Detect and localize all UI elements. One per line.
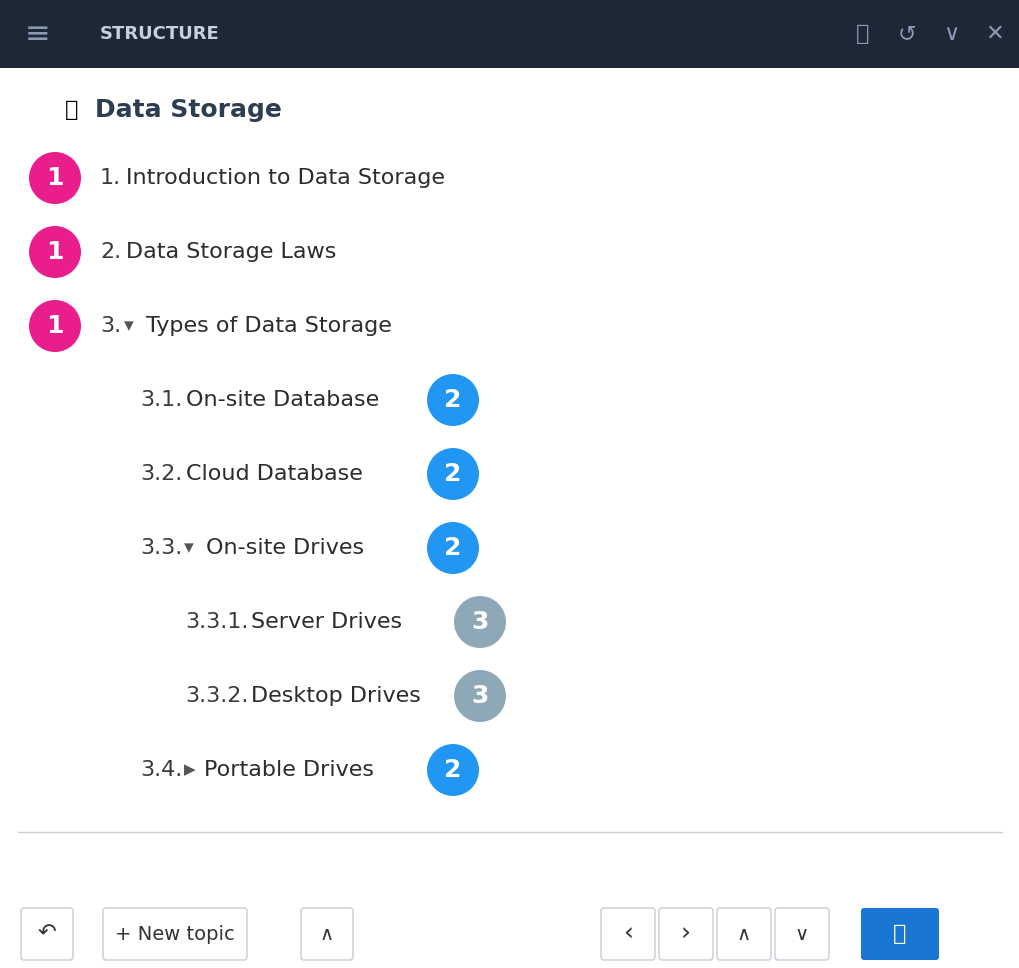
FancyBboxPatch shape — [860, 908, 938, 960]
FancyBboxPatch shape — [0, 68, 1019, 900]
Text: 3.4.: 3.4. — [140, 760, 182, 780]
Text: ∨: ∨ — [942, 24, 958, 44]
Text: Introduction to Data Storage: Introduction to Data Storage — [126, 168, 444, 188]
Text: ∧: ∧ — [736, 924, 750, 944]
Text: 3.3.2.: 3.3.2. — [184, 686, 249, 706]
Text: ✕: ✕ — [984, 24, 1004, 44]
Circle shape — [29, 300, 81, 352]
Text: 3.3.1.: 3.3.1. — [184, 612, 249, 632]
Circle shape — [427, 522, 479, 574]
FancyBboxPatch shape — [103, 908, 247, 960]
FancyBboxPatch shape — [0, 900, 1019, 968]
Text: 2: 2 — [444, 462, 462, 486]
Text: 3: 3 — [471, 684, 488, 708]
Text: ≡: ≡ — [25, 19, 51, 48]
Text: ▶: ▶ — [183, 763, 196, 777]
Circle shape — [29, 226, 81, 278]
Circle shape — [453, 596, 505, 648]
Text: Server Drives: Server Drives — [251, 612, 401, 632]
Text: 2: 2 — [444, 758, 462, 782]
Text: 3.1.: 3.1. — [140, 390, 182, 410]
Text: 1: 1 — [46, 240, 63, 264]
Text: ↺: ↺ — [897, 24, 915, 44]
Text: ▾: ▾ — [124, 317, 133, 336]
Text: STRUCTURE: STRUCTURE — [100, 25, 219, 43]
Text: ∧: ∧ — [320, 924, 334, 944]
Text: Data Storage: Data Storage — [95, 98, 281, 122]
Text: 3.: 3. — [100, 316, 121, 336]
Text: 3.3.: 3.3. — [140, 538, 182, 558]
Text: + New topic: + New topic — [115, 924, 234, 944]
Text: 💼: 💼 — [65, 100, 78, 120]
Text: On-site Drives: On-site Drives — [206, 538, 364, 558]
Text: 1: 1 — [46, 314, 63, 338]
Circle shape — [453, 670, 505, 722]
Text: ↶: ↶ — [38, 924, 56, 944]
Text: ‹: ‹ — [623, 922, 633, 946]
FancyBboxPatch shape — [0, 0, 1019, 68]
Circle shape — [29, 152, 81, 204]
Circle shape — [427, 374, 479, 426]
Text: Cloud Database: Cloud Database — [185, 464, 363, 484]
Text: Types of Data Storage: Types of Data Storage — [146, 316, 391, 336]
Text: 2.: 2. — [100, 242, 121, 262]
Text: Data Storage Laws: Data Storage Laws — [126, 242, 336, 262]
FancyBboxPatch shape — [658, 908, 712, 960]
Text: On-site Database: On-site Database — [185, 390, 379, 410]
Text: 1: 1 — [46, 166, 63, 190]
FancyBboxPatch shape — [301, 908, 353, 960]
Text: ∨: ∨ — [794, 924, 808, 944]
Text: Desktop Drives: Desktop Drives — [251, 686, 421, 706]
FancyBboxPatch shape — [600, 908, 654, 960]
Text: 2: 2 — [444, 536, 462, 560]
Circle shape — [427, 448, 479, 500]
Text: ›: › — [681, 922, 690, 946]
FancyBboxPatch shape — [21, 908, 73, 960]
FancyBboxPatch shape — [774, 908, 828, 960]
Text: Portable Drives: Portable Drives — [204, 760, 374, 780]
Text: 3: 3 — [471, 610, 488, 634]
Text: 1.: 1. — [100, 168, 121, 188]
Text: 💾: 💾 — [893, 924, 906, 944]
FancyBboxPatch shape — [716, 908, 770, 960]
Text: ⌕: ⌕ — [856, 24, 869, 44]
Text: 2: 2 — [444, 388, 462, 412]
Circle shape — [427, 744, 479, 796]
Text: ▾: ▾ — [183, 538, 194, 558]
Text: 3.2.: 3.2. — [140, 464, 182, 484]
